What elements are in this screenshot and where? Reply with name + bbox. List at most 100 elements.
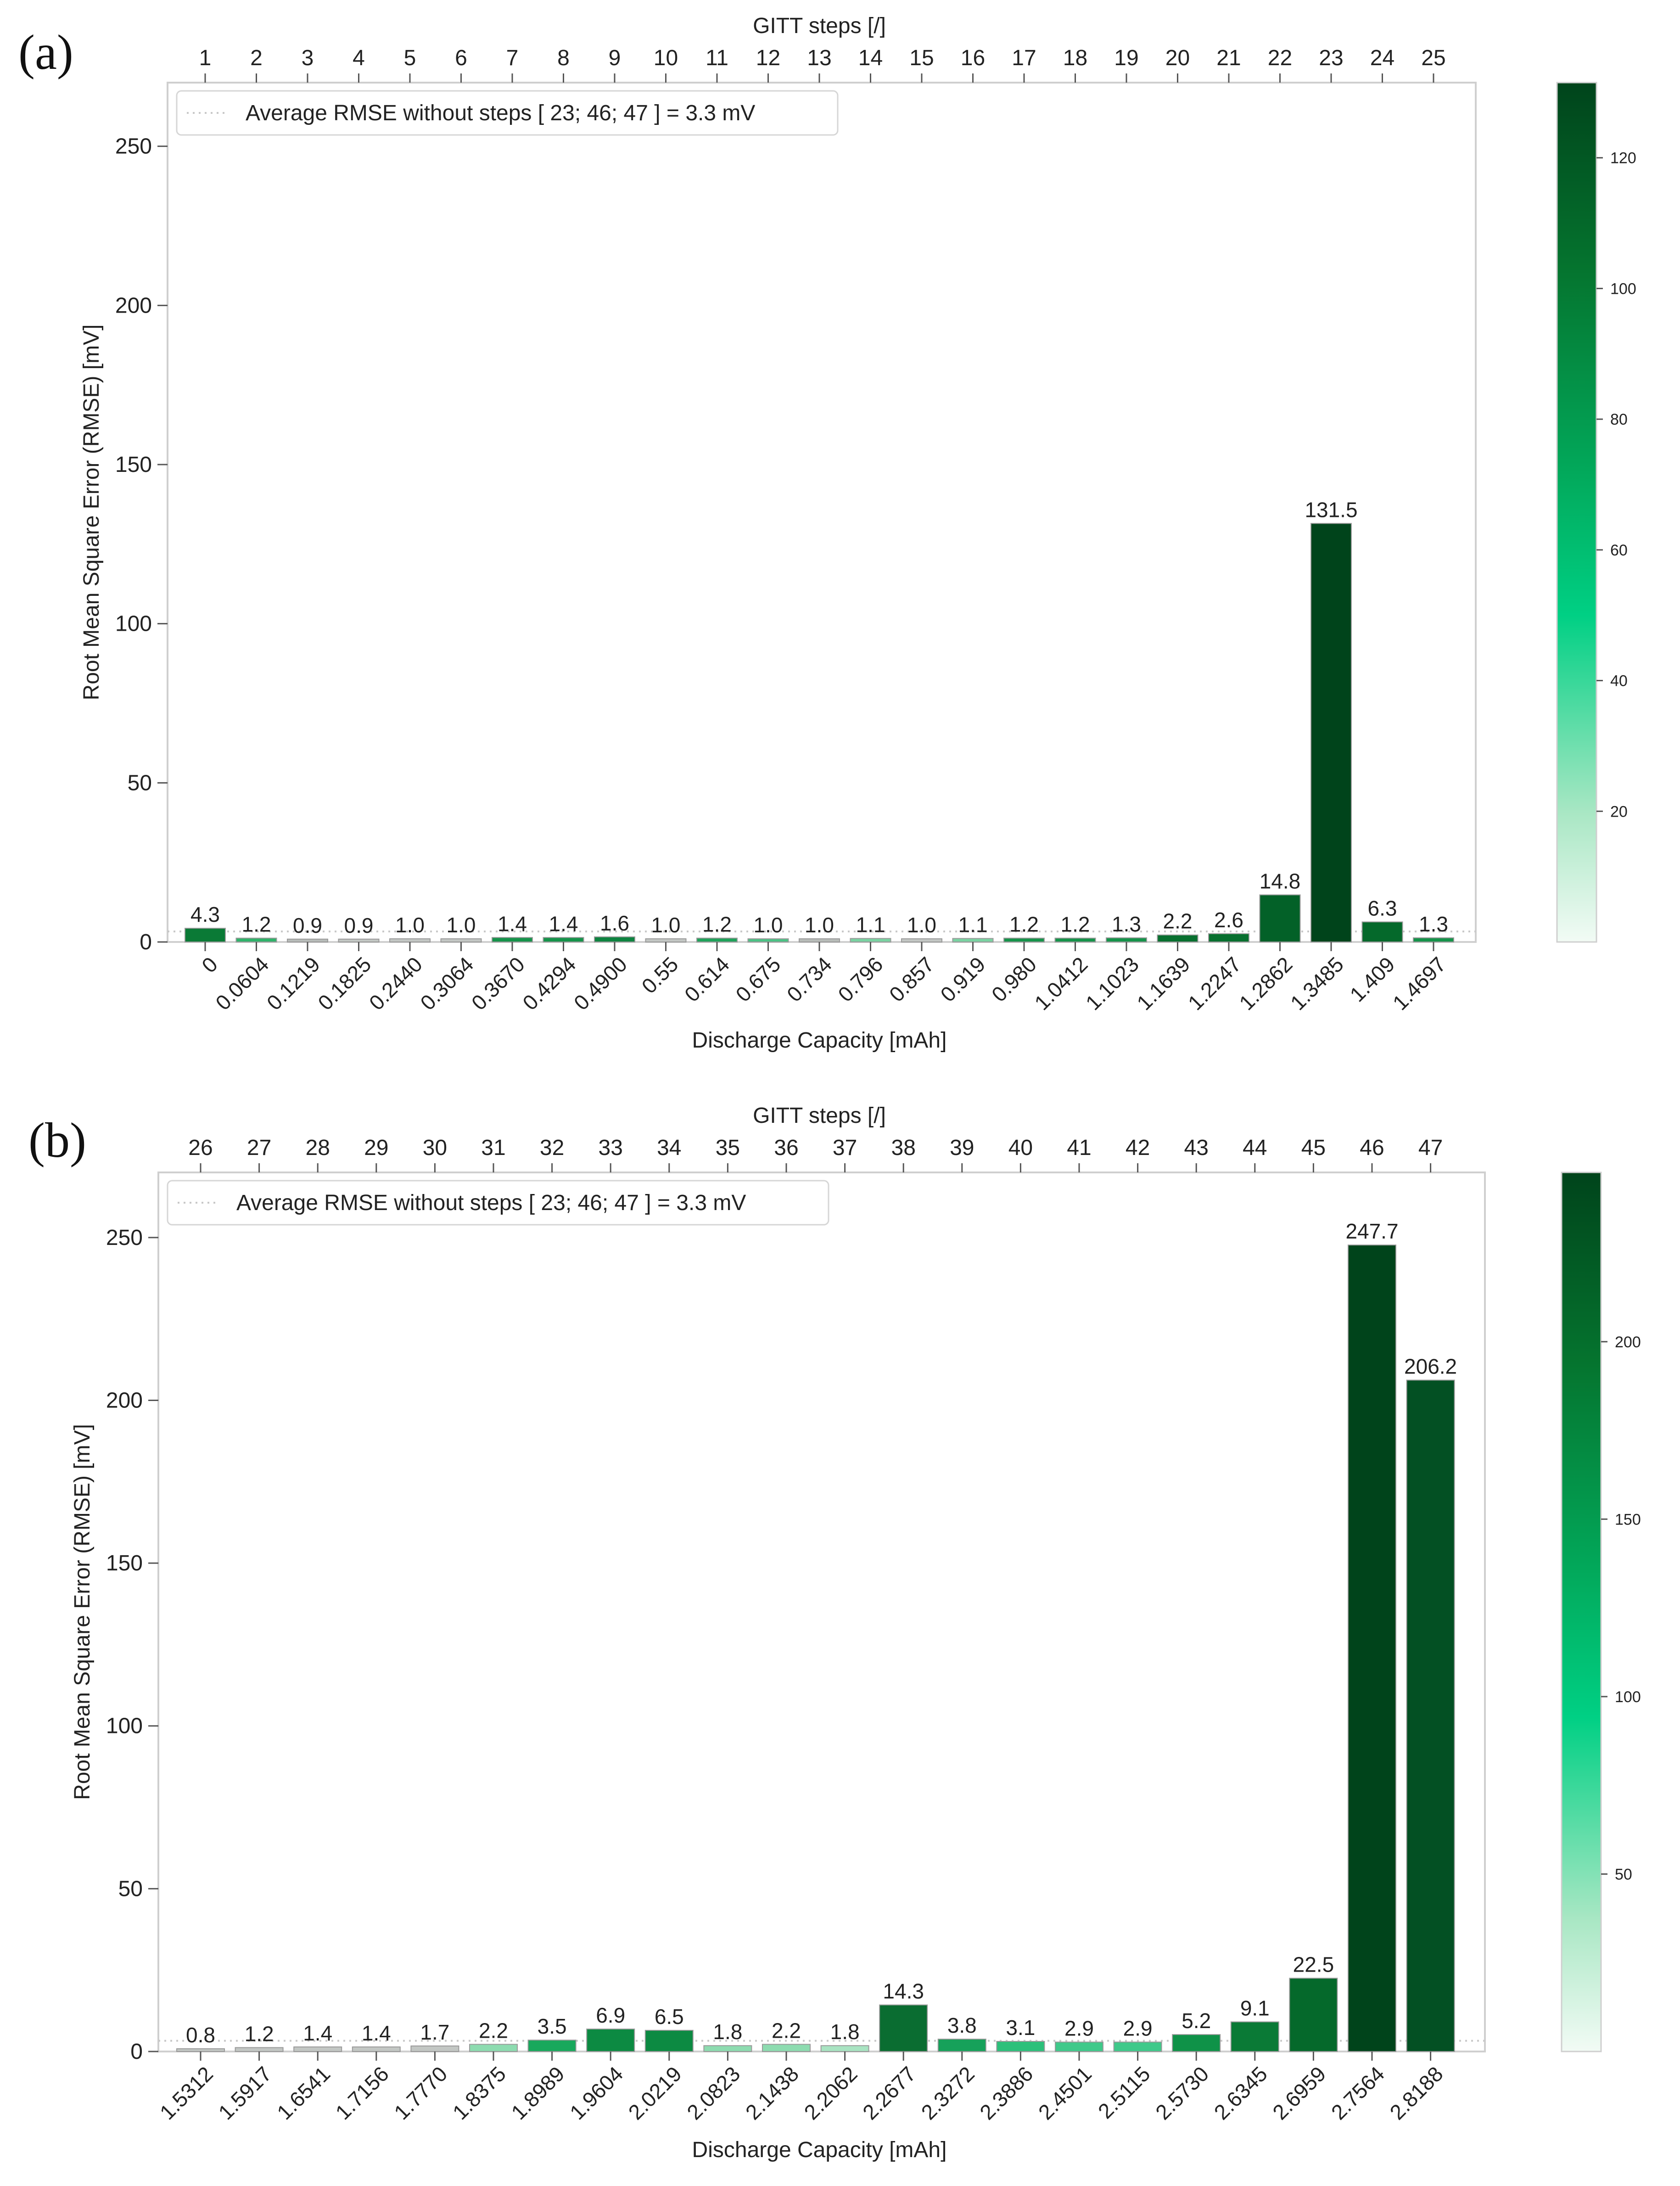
top-tick-label: 3 bbox=[302, 46, 314, 70]
data-label: 1.4 bbox=[303, 2021, 332, 2045]
bar bbox=[703, 2045, 752, 2052]
top-tick-label: 12 bbox=[756, 46, 780, 70]
top-tick-label: 2 bbox=[250, 46, 263, 70]
bar bbox=[645, 938, 687, 942]
top-tick-label: 40 bbox=[1008, 1136, 1033, 1160]
data-label: 1.6 bbox=[600, 911, 629, 935]
x-tick-label: 0.614 bbox=[680, 952, 734, 1006]
data-label: 0.9 bbox=[344, 914, 374, 937]
top-tick-label: 41 bbox=[1067, 1136, 1091, 1160]
bar bbox=[1113, 2041, 1162, 2052]
data-label: 1.3 bbox=[1112, 912, 1141, 936]
data-label: 2.2 bbox=[772, 2018, 801, 2042]
top-tick-label: 22 bbox=[1268, 46, 1292, 70]
top-tick-label: 5 bbox=[404, 46, 416, 70]
x-tick-label: 1.7156 bbox=[331, 2062, 393, 2124]
top-tick-label: 36 bbox=[774, 1136, 798, 1160]
data-label: 1.4 bbox=[362, 2021, 391, 2045]
top-tick-label: 29 bbox=[364, 1136, 388, 1160]
bar bbox=[293, 2046, 342, 2052]
x-tick-label: 0.675 bbox=[731, 952, 785, 1006]
x-tick-label: 2.3272 bbox=[917, 2062, 979, 2124]
x-tick-label: 0.2440 bbox=[364, 952, 427, 1015]
data-label: 3.8 bbox=[947, 2013, 977, 2037]
colorbar-tick-label: 100 bbox=[1615, 1688, 1641, 1706]
x-tick-label: 1.2247 bbox=[1183, 952, 1246, 1015]
bar bbox=[287, 938, 328, 943]
top-tick-label: 47 bbox=[1418, 1136, 1443, 1160]
data-label: 1.4 bbox=[498, 912, 527, 936]
top-tick-label: 7 bbox=[506, 46, 519, 70]
data-label: 9.1 bbox=[1240, 1996, 1270, 2020]
x-tick-label: 0.4900 bbox=[569, 952, 632, 1015]
colorbar-tick-label: 200 bbox=[1615, 1334, 1641, 1351]
legend-box bbox=[176, 90, 839, 136]
y-tick-label: 200 bbox=[115, 293, 152, 318]
colorbar-body bbox=[1556, 82, 1597, 943]
x-tick-label: 2.6345 bbox=[1210, 2062, 1272, 2124]
data-label: 1.1 bbox=[958, 913, 988, 936]
x-tick-label: 0.919 bbox=[935, 952, 990, 1006]
colorbar-tick-label: 50 bbox=[1615, 1866, 1632, 1883]
data-label: 6.9 bbox=[596, 2003, 625, 2027]
bar bbox=[1054, 937, 1096, 943]
y-tick-label: 150 bbox=[115, 453, 152, 477]
bar bbox=[696, 937, 738, 943]
x-tick-label: 1.8989 bbox=[506, 2062, 569, 2124]
data-label: 1.1 bbox=[856, 913, 885, 936]
x-tick-label: 1.7770 bbox=[389, 2062, 452, 2124]
colorbar-tick-label: 40 bbox=[1610, 673, 1628, 690]
x-tick-label: 0.3670 bbox=[467, 952, 529, 1015]
data-label: 3.1 bbox=[1006, 2016, 1035, 2040]
top-tick-label: 27 bbox=[247, 1136, 271, 1160]
data-label: 6.3 bbox=[1368, 896, 1397, 920]
top-tick-label: 42 bbox=[1126, 1136, 1150, 1160]
bar bbox=[594, 936, 635, 942]
top-tick-label: 38 bbox=[891, 1136, 916, 1160]
data-label: 2.9 bbox=[1064, 2016, 1094, 2040]
y-tick-label: 0 bbox=[130, 2040, 143, 2064]
colorbar-tick-label: 100 bbox=[1610, 280, 1636, 297]
bar bbox=[799, 938, 840, 942]
bar bbox=[644, 2029, 694, 2052]
bar bbox=[1157, 934, 1198, 943]
bar bbox=[1406, 1379, 1455, 2052]
colorbar-tick-label: 60 bbox=[1610, 542, 1628, 559]
y-tick-label: 50 bbox=[128, 771, 152, 795]
top-tick-label: 34 bbox=[657, 1136, 681, 1160]
top-tick-label: 26 bbox=[188, 1136, 213, 1160]
top-tick-label: 9 bbox=[609, 46, 621, 70]
data-label: 1.2 bbox=[702, 913, 732, 936]
data-label: 2.9 bbox=[1123, 2016, 1153, 2040]
data-label: 1.2 bbox=[242, 913, 271, 936]
x-tick-label: 1.3485 bbox=[1286, 952, 1348, 1015]
colorbar: 50 100 150 200 bbox=[1561, 1171, 1641, 2052]
legend-label: Average RMSE without steps [ 23; 46; 47 … bbox=[246, 101, 755, 125]
top-tick-label: 1 bbox=[199, 46, 212, 70]
y-tick-label: 0 bbox=[140, 930, 152, 954]
data-label: 1.4 bbox=[549, 912, 578, 936]
colorbar-body bbox=[1561, 1171, 1602, 2052]
data-label: 1.0 bbox=[447, 913, 476, 937]
x-tick-label: 1.5917 bbox=[213, 2062, 276, 2124]
data-label: 1.8 bbox=[830, 2020, 860, 2044]
x-tick-label: 2.3886 bbox=[975, 2062, 1037, 2124]
x-tick-label: 0.0604 bbox=[211, 952, 273, 1015]
bar bbox=[901, 938, 942, 942]
bar bbox=[747, 938, 789, 942]
top-tick-label: 21 bbox=[1216, 46, 1241, 70]
data-label: 1.2 bbox=[245, 2022, 274, 2046]
bar bbox=[389, 938, 431, 942]
x-tick-label: 1.8375 bbox=[448, 2062, 510, 2124]
x-tick-label: 1.0412 bbox=[1030, 952, 1092, 1015]
x-tick-label: 1.2862 bbox=[1234, 952, 1297, 1015]
data-label: 1.0 bbox=[651, 913, 681, 937]
y-axis-title: Root Mean Square Error (RMSE) [mV] bbox=[70, 1424, 95, 1800]
panel-label: (b) bbox=[28, 1113, 86, 1168]
colorbar-tick-label: 80 bbox=[1610, 411, 1628, 428]
x-tick-label: 2.5730 bbox=[1151, 2062, 1213, 2124]
x-tick-label: 1.1023 bbox=[1081, 952, 1143, 1015]
bar bbox=[527, 2040, 577, 2052]
